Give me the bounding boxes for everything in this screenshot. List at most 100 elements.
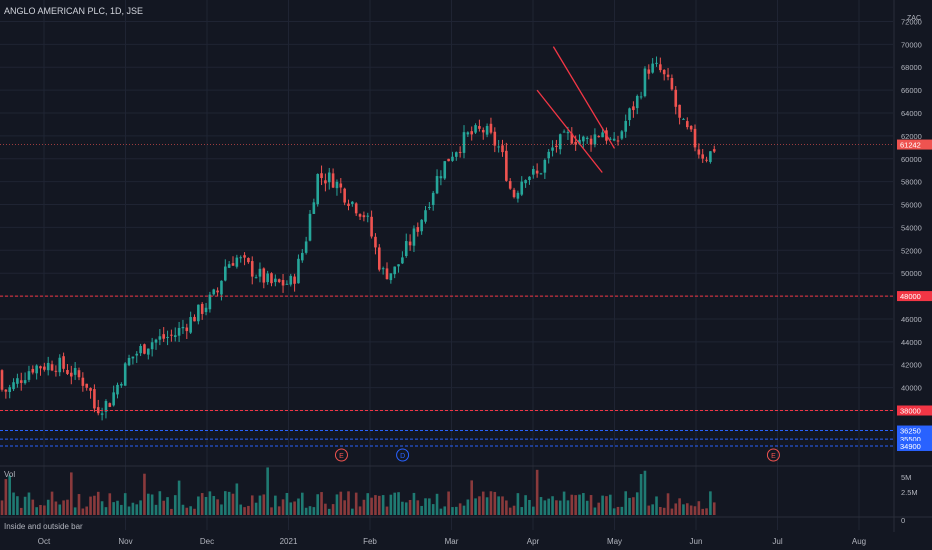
candle-body (96, 407, 100, 414)
candle-body (77, 370, 81, 378)
candle-body (4, 389, 8, 392)
volume-bar (220, 504, 223, 515)
candle-body (35, 365, 38, 374)
volume-bar (566, 500, 570, 515)
candle-body (701, 154, 704, 159)
price-tick-label: 60000 (901, 155, 922, 164)
candle-body (689, 125, 693, 130)
volume-bar (70, 472, 73, 515)
candle-body (43, 366, 46, 370)
candle-body (335, 181, 339, 189)
volume-bar (632, 497, 635, 515)
volume-bar (200, 493, 204, 515)
volume-bar (470, 480, 473, 515)
volume-bar (158, 491, 162, 515)
candle-body (412, 228, 416, 246)
event-marker-letter: D (400, 453, 405, 460)
volume-bar (131, 502, 135, 515)
volume-bar (428, 498, 431, 515)
volume-bar (612, 508, 616, 515)
candle-body (173, 335, 177, 337)
price-tick-label: 72000 (901, 17, 922, 26)
volume-bar (116, 500, 119, 515)
price-tick-label: 44000 (901, 338, 922, 347)
volume-bar (570, 494, 574, 515)
candle-body (435, 176, 439, 194)
candle-body (709, 151, 712, 162)
candle-body (670, 78, 674, 90)
volume-bar (528, 500, 531, 515)
volume-bar (501, 496, 504, 515)
volume-bar (458, 503, 462, 515)
volume-bar (516, 493, 520, 515)
volume-bar (197, 496, 200, 515)
candle-body (112, 392, 115, 406)
volume-bar (243, 507, 246, 515)
candle-body (247, 258, 250, 263)
volume-bar (378, 495, 381, 515)
volume-bar (589, 495, 593, 515)
candle-body (258, 268, 262, 277)
volume-bar (354, 492, 358, 515)
candle-body (566, 132, 570, 134)
time-axis-label: Aug (852, 537, 866, 546)
candle-body (416, 227, 420, 232)
volume-bar (485, 497, 489, 515)
candle-body (497, 146, 500, 148)
volume-bar (127, 506, 131, 515)
volume-bar (204, 496, 208, 515)
volume-bar (466, 499, 470, 515)
candle-body (693, 128, 697, 148)
volume-bar (258, 495, 262, 515)
candle-body (624, 120, 627, 132)
candle-body (193, 316, 196, 322)
candle-body (39, 366, 42, 369)
volume-bar (316, 494, 319, 515)
volume-bar (635, 492, 639, 515)
volume-bar (593, 507, 597, 515)
candle-body (570, 133, 574, 144)
volume-bar (582, 493, 585, 515)
candle-body (147, 348, 150, 355)
candle-body (320, 173, 323, 179)
volume-bar (416, 500, 420, 515)
candle-body (274, 278, 277, 283)
candle-body (612, 138, 616, 141)
candle-body (501, 145, 504, 153)
volume-bar (4, 479, 8, 515)
candle-body (635, 95, 639, 109)
volume-bar (23, 496, 27, 515)
candle-body (516, 192, 520, 199)
time-axis-label: 2021 (280, 537, 298, 546)
volume-bar (227, 491, 231, 515)
candle-body (362, 215, 366, 218)
price-tick-label: 68000 (901, 63, 922, 72)
level-price-label: 34900 (900, 442, 921, 451)
candle-body (143, 344, 146, 354)
volume-bar (239, 504, 242, 515)
volume-bar (532, 506, 535, 515)
candle-body (558, 134, 562, 150)
volume-bar (551, 496, 554, 515)
volume-bar (96, 491, 100, 515)
volume-bar (154, 504, 158, 515)
volume-bar (639, 474, 643, 515)
candle-body (324, 180, 327, 184)
price-tick-label: 62000 (901, 132, 922, 141)
candle-body (285, 283, 289, 285)
volume-bar (166, 497, 169, 515)
last-price-label: 61242 (900, 141, 921, 150)
volume-bar (609, 494, 612, 515)
volume-bar (385, 506, 389, 515)
level-price-tag (897, 440, 932, 451)
candle-body (609, 138, 612, 140)
candle-body (601, 132, 604, 138)
candle-body (93, 389, 96, 409)
volume-bar (324, 503, 327, 515)
candle-body (551, 147, 554, 151)
volume-bar (489, 491, 493, 515)
candle-body (585, 137, 589, 139)
volume-bar (297, 498, 300, 515)
candle-body (397, 264, 400, 267)
